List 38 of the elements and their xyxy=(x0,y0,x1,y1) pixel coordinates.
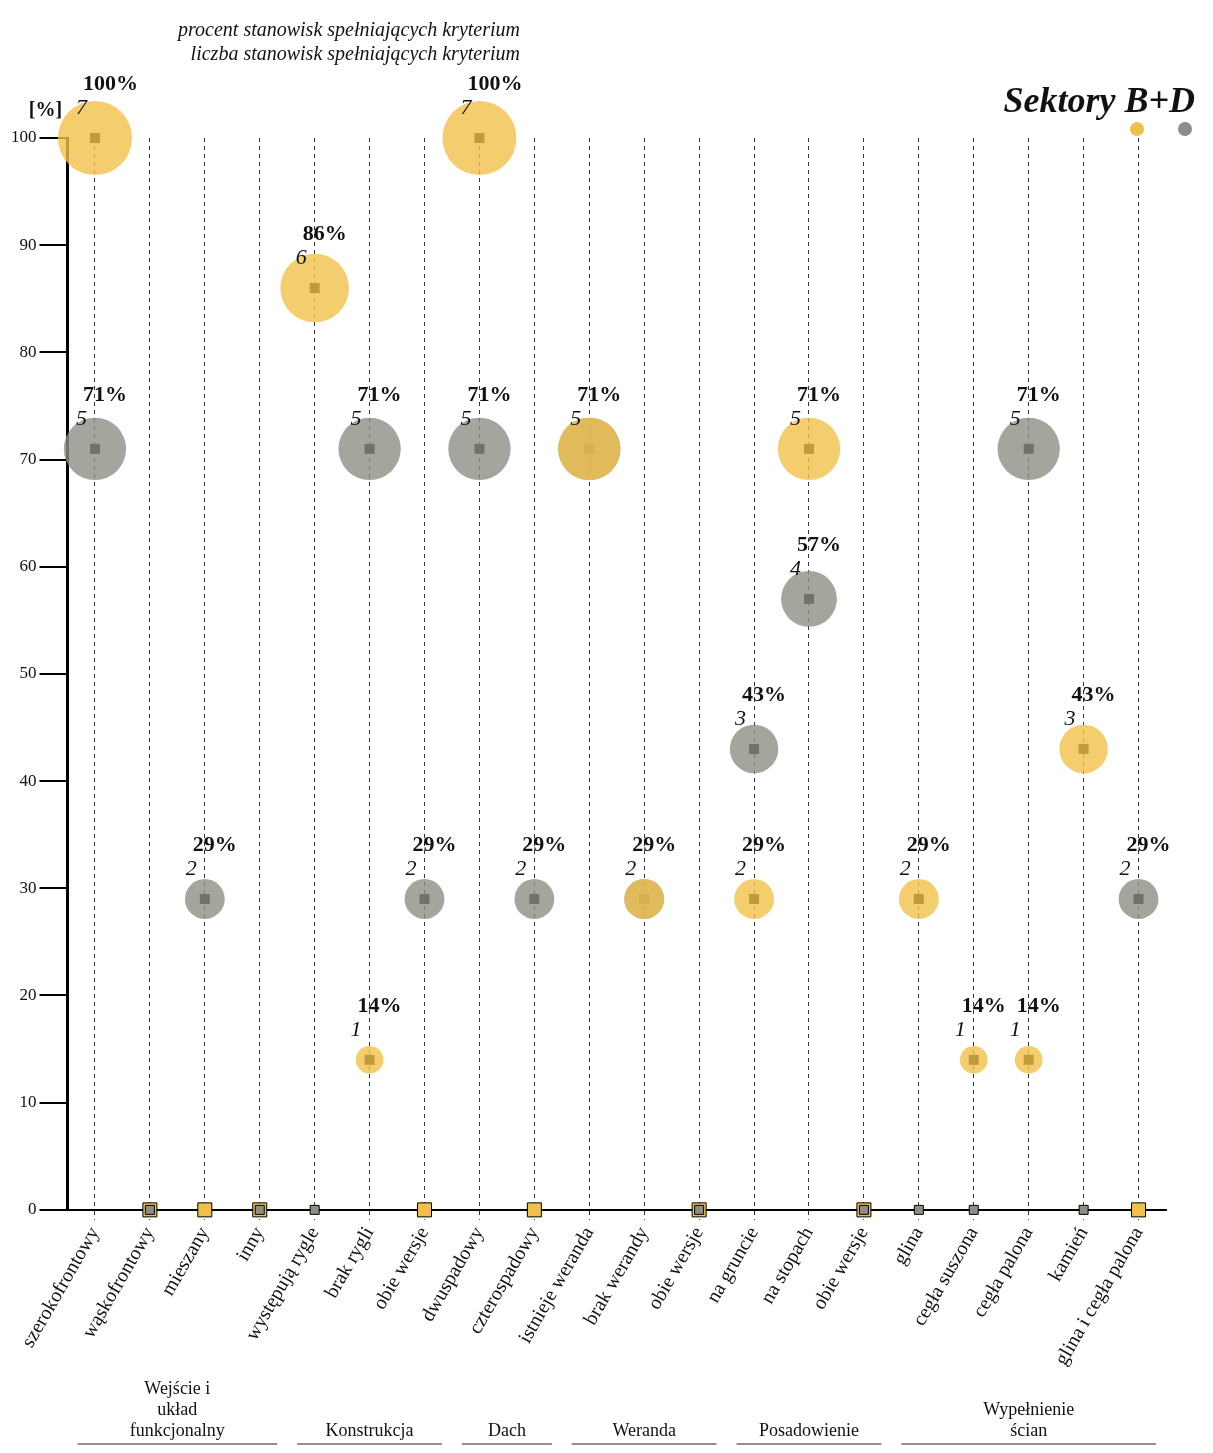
text: Posadowienie xyxy=(759,1420,859,1440)
text: liczba stanowisk spełniających kryterium xyxy=(190,42,520,65)
data-label: 29% 2 xyxy=(899,831,951,881)
y-tick-label: 70 xyxy=(19,449,37,469)
data-label: 71% 5 xyxy=(1009,380,1061,430)
data-label: 14% 1 xyxy=(954,991,1006,1041)
data-label: 43% 3 xyxy=(734,680,787,730)
data-label: 14% 1 xyxy=(1009,991,1061,1041)
y-tick-label: 20 xyxy=(19,984,37,1004)
data-label: 71% 5 xyxy=(350,380,402,430)
data-label: 29% 2 xyxy=(185,831,237,881)
y-tick-label: 60 xyxy=(19,556,37,576)
y-axis-title: [%] xyxy=(28,98,63,120)
text: Dach xyxy=(487,1420,526,1440)
y-tick-label: 0 xyxy=(28,1199,37,1219)
data-label: 43% 3 xyxy=(1063,680,1116,730)
data-label: 14% 1 xyxy=(350,991,402,1041)
data-label: 29% 2 xyxy=(735,831,787,881)
data-label: 29% 2 xyxy=(625,831,677,881)
y-tick-label: 50 xyxy=(19,663,37,683)
data-label: 29% 2 xyxy=(1119,831,1171,881)
data-label: 57% 4 xyxy=(789,530,841,580)
text: procent stanowisk spełniających kryterium xyxy=(176,18,520,41)
data-label: 71% 5 xyxy=(460,380,512,430)
y-tick-label: 90 xyxy=(19,234,37,254)
y-tick-label: 40 xyxy=(19,770,37,790)
text: Wypełnienie ścian xyxy=(983,1399,1075,1440)
y-tick-label: 30 xyxy=(19,877,37,897)
y-tick-label: 80 xyxy=(19,341,37,361)
text: Weranda xyxy=(612,1420,676,1440)
text: Wejście i układ funkcjonalny xyxy=(129,1378,225,1440)
data-label: 29% 2 xyxy=(515,831,567,881)
y-tick-label: 10 xyxy=(19,1092,37,1112)
chart-title: Sektory B+D xyxy=(1003,80,1195,120)
data-label: 71% 5 xyxy=(75,380,127,430)
y-tick-label: 100 xyxy=(11,127,37,147)
data-label: 29% 2 xyxy=(405,831,457,881)
text: Konstrukcja xyxy=(325,1420,414,1440)
